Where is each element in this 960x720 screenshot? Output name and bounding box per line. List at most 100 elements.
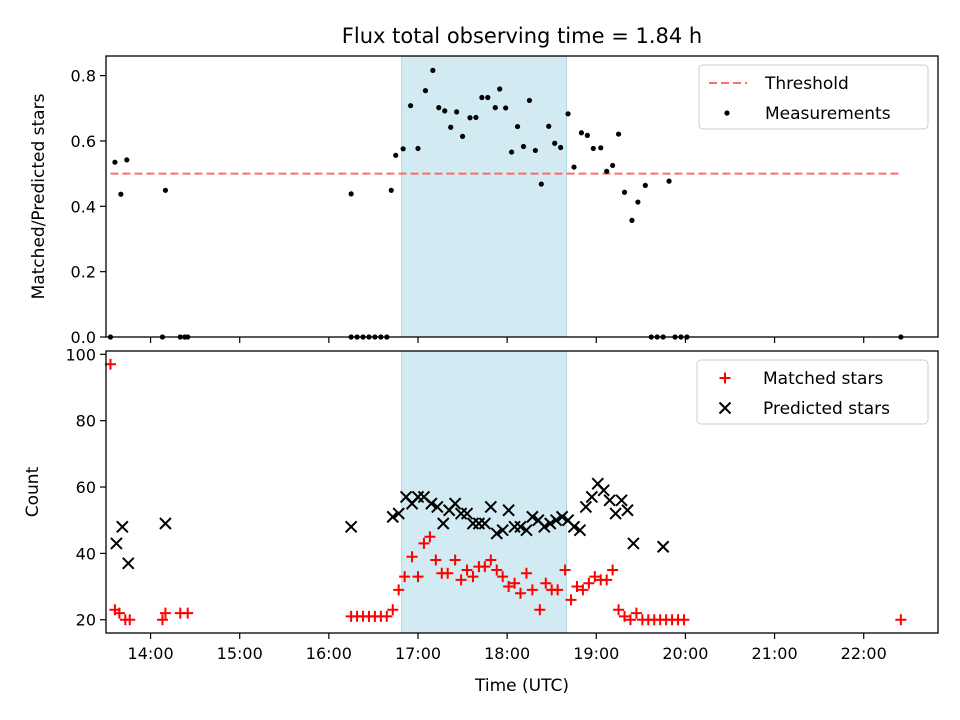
measurement-point	[393, 152, 399, 158]
bottom-y-tick-label: 20	[76, 611, 96, 630]
matched-star-point	[515, 587, 527, 599]
top-axes-frame	[105, 55, 939, 338]
matched-star-point	[412, 571, 424, 583]
measurement-point	[571, 164, 577, 170]
legend-matched-swatch	[719, 372, 731, 384]
predicted-star-point	[437, 517, 450, 530]
x-tick-label: 21:00	[752, 644, 798, 663]
measurement-point	[473, 114, 479, 121]
measurement-point	[422, 88, 429, 94]
matched-star-point	[406, 551, 418, 563]
predicted-star-point	[344, 520, 358, 534]
measurement-point	[388, 187, 394, 193]
predicted-star-point	[159, 517, 172, 530]
matched-star-point	[509, 577, 521, 589]
matched-star-point	[589, 571, 601, 583]
measurement-point	[642, 182, 648, 188]
matched-star-point	[552, 584, 564, 596]
predicted-star-point	[544, 517, 557, 530]
bottom-legend	[696, 359, 929, 425]
measurement-point	[497, 86, 503, 92]
measurement-point	[604, 168, 610, 174]
matched-star-point	[583, 577, 595, 589]
predicted-star-point	[392, 507, 405, 520]
predicted-star-point	[122, 557, 135, 570]
bottom-y-tick-label: 40	[76, 544, 96, 563]
measurement-point	[615, 131, 622, 137]
matched-star-point	[577, 584, 589, 596]
matched-star-point	[467, 571, 479, 583]
legend-label: Threshold	[764, 74, 849, 94]
predicted-star-point	[484, 500, 498, 514]
measurement-point	[514, 123, 521, 130]
top-y-tick-label: 0.8	[71, 67, 96, 86]
top-y-tick-label: 0.4	[71, 197, 96, 216]
matched-star-point	[624, 614, 636, 626]
measurement-point	[503, 105, 509, 111]
predicted-star-point	[603, 494, 616, 507]
matched-star-point	[601, 574, 613, 586]
measurement-point	[546, 123, 552, 129]
predicted-star-point	[656, 540, 670, 553]
predicted-star-point	[609, 507, 622, 520]
predicted-star-point	[555, 510, 569, 524]
x-tick-label: 15:00	[217, 644, 263, 663]
legend-label: Matched stars	[763, 369, 883, 389]
matched-star-point	[387, 604, 399, 616]
legend-label: Predicted stars	[763, 399, 890, 419]
bottom-y-tick-label: 60	[76, 478, 96, 497]
measurement-point	[415, 145, 421, 152]
measurement-point	[610, 162, 616, 169]
measurement-point	[520, 143, 527, 150]
measurement-point	[467, 115, 473, 121]
measurement-point	[538, 181, 544, 187]
measurement-point	[598, 145, 604, 151]
matched-star-point	[520, 567, 532, 579]
predicted-star-point	[549, 513, 563, 527]
measurement-point	[162, 187, 169, 193]
x-tick-label: 19:00	[573, 644, 619, 663]
matched-star-point	[159, 607, 171, 619]
bottom-highlight-span	[401, 350, 568, 634]
predicted-star-point	[490, 527, 503, 540]
matched-star-point	[424, 531, 436, 543]
matched-star-point	[491, 564, 503, 576]
matched-star-point	[449, 554, 461, 566]
predicted-star-point	[496, 523, 509, 537]
measurement-point	[590, 145, 596, 152]
matched-star-point	[540, 577, 552, 589]
predicted-star-point	[110, 537, 123, 550]
matched-star-point	[565, 594, 577, 606]
measurement-point	[348, 191, 354, 197]
measurement-point	[552, 140, 558, 146]
matched-star-point	[559, 564, 571, 576]
x-tick-label: 22:00	[841, 644, 887, 663]
measurement-point	[407, 103, 414, 109]
legend-label: Measurements	[765, 104, 891, 124]
matched-star-point	[571, 581, 583, 593]
matched-star-point	[895, 614, 907, 626]
matched-star-point	[182, 607, 194, 619]
predicted-star-point	[502, 504, 515, 517]
measurement-point	[442, 108, 448, 114]
matched-star-point	[393, 584, 405, 596]
measurement-point	[479, 94, 485, 101]
measurement-point	[118, 191, 124, 197]
measurement-point	[485, 94, 491, 101]
predicted-star-point	[573, 523, 587, 537]
measurement-point	[558, 144, 564, 151]
predicted-star-point	[526, 510, 539, 524]
matched-star-point	[124, 614, 136, 626]
top-y-axis-label: Matched/Predicted stars	[29, 93, 49, 299]
matched-star-point	[418, 537, 430, 549]
predicted-star-point	[520, 523, 533, 537]
predicted-star-point	[567, 520, 581, 534]
predicted-star-point	[615, 494, 628, 507]
matched-star-point	[607, 564, 619, 576]
predicted-star-point	[585, 490, 599, 504]
matched-star-point	[526, 584, 538, 596]
predicted-star-point	[460, 507, 474, 520]
x-tick-label: 17:00	[395, 644, 441, 663]
measurement-point	[448, 124, 454, 130]
